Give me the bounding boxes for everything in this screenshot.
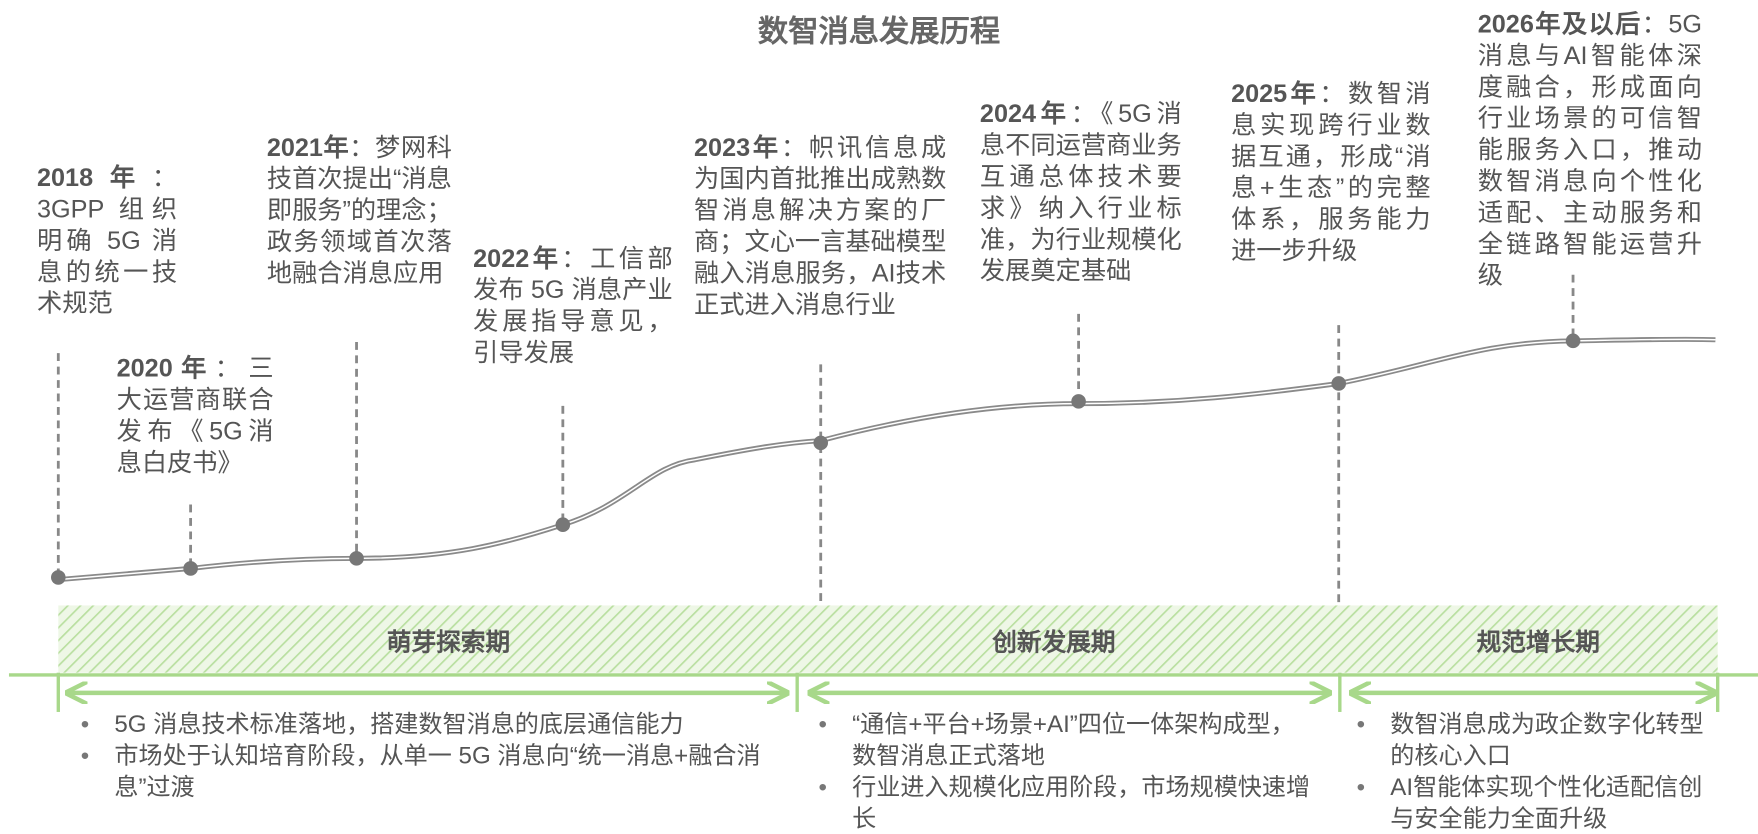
milestone-dot (1331, 376, 1347, 391)
milestone-stems (56, 274, 1575, 606)
phase-point: AI智能体实现个性化适配信创与安全能力全面升级 (1354, 771, 1724, 834)
milestone-year: 2024年 (979, 99, 1071, 128)
milestone-year: 2018年 (36, 163, 152, 192)
milestone-label: 2023年：帜讯信息成为国内首批推出成熟数智消息解决方案的厂商；文心一言基础模型… (694, 132, 946, 320)
milestone-text: ：梦网科技首次提出“消息即服务”的理念；政务领域首次落地融合消息应用 (266, 133, 452, 288)
milestone-dots (51, 333, 1581, 585)
phase-points: “通信+平台+场景+AI”四位一体架构成型，数智消息正式落地行业进入规模化应用阶… (816, 709, 1315, 834)
milestone-text: ：工信部发布 5G 消息产业发展指导意见，引导发展 (473, 244, 673, 367)
milestone-label: 2021年：梦网科技首次提出“消息即服务”的理念；政务领域首次落地融合消息应用 (267, 132, 452, 289)
phase-point: 数智消息成为政企数字化转型的核心入口 (1354, 709, 1724, 772)
phase-point: 市场处于认知培育阶段，从单一 5G 消息向“统一消息+融合消息”过渡 (78, 740, 773, 803)
milestone-year: 2026年及以后 (1477, 10, 1642, 39)
phase-point: “通信+平台+场景+AI”四位一体架构成型，数智消息正式落地 (816, 709, 1315, 772)
milestone-year: 2021年 (266, 133, 350, 162)
milestone-dot (349, 551, 364, 566)
milestone-text: ：《5G消息不同运营商业务互通总体技术要求》纳入行业标准，为行业规模化发展奠定基… (979, 99, 1182, 285)
milestone-label: 2020年：三大运营商联合发布《5G消息白皮书》 (117, 353, 274, 479)
milestone-text: ：帜讯信息成为国内首批推出成熟数智消息解决方案的厂商；文心一言基础模型融入消息服… (694, 133, 947, 319)
milestone-dot (51, 570, 66, 585)
milestone-label: 2022年：工信部发布 5G 消息产业发展指导意见，引导发展 (473, 243, 673, 369)
milestone-year: 2022年 (473, 244, 562, 273)
milestone-dot (1071, 394, 1086, 409)
phase-band (58, 605, 1718, 673)
milestone-year: 2025年 (1231, 79, 1320, 108)
milestone-year: 2023年 (694, 133, 781, 162)
phase-point: 5G 消息技术标准落地，搭建数智消息的底层通信能力 (78, 709, 773, 740)
phase-points: 数智消息成为政企数字化转型的核心入口AI智能体实现个性化适配信创与安全能力全面升… (1354, 709, 1724, 834)
milestone-dot (1565, 333, 1581, 349)
milestone-label: 2025年：数智消息实现跨行业数据互通，形成“消息+生态”的完整体系，服务能力进… (1231, 78, 1431, 266)
milestone-dot (813, 435, 829, 451)
milestone-label: 2026年及以后：5G消息与AI智能体深度融合，形成面向行业场景的可信智能服务入… (1478, 9, 1702, 292)
title: 数智消息发展历程 (757, 14, 1001, 49)
milestone-text: ：数智消息实现跨行业数据互通，形成“消息+生态”的完整体系，服务能力进一步升级 (1231, 79, 1431, 265)
milestone-text: ：5G消息与AI智能体深度融合，形成面向行业场景的可信智能服务入口，推动数智消息… (1477, 10, 1702, 290)
milestone-label: 2024年：《5G消息不同运营商业务互通总体技术要求》纳入行业标准，为行业规模化… (980, 99, 1182, 287)
milestone-text: ：三大运营商联合发布《5G消息白皮书》 (116, 354, 274, 477)
milestone-label: 2018年：3GPP 组织明确 5G 消息的统一技术规范 (37, 163, 177, 320)
phase-name: 创新发展期 (992, 627, 1116, 656)
phase-dividers (56, 672, 1720, 712)
milestone-year: 2020年 (116, 354, 215, 383)
phase-point: 行业进入规模化应用阶段，市场规模快速增长 (816, 771, 1315, 834)
milestone-dot (555, 517, 571, 533)
phase-name: 萌芽探索期 (386, 627, 511, 656)
phase-name: 规范增长期 (1476, 627, 1600, 656)
phase-points: 5G 消息技术标准落地，搭建数智消息的底层通信能力市场处于认知培育阶段，从单一 … (78, 709, 773, 803)
milestone-text: ：3GPP 组织明确 5G 消息的统一技术规范 (36, 163, 178, 318)
growth-curve (58, 336, 1716, 583)
milestone-dot (183, 561, 198, 576)
